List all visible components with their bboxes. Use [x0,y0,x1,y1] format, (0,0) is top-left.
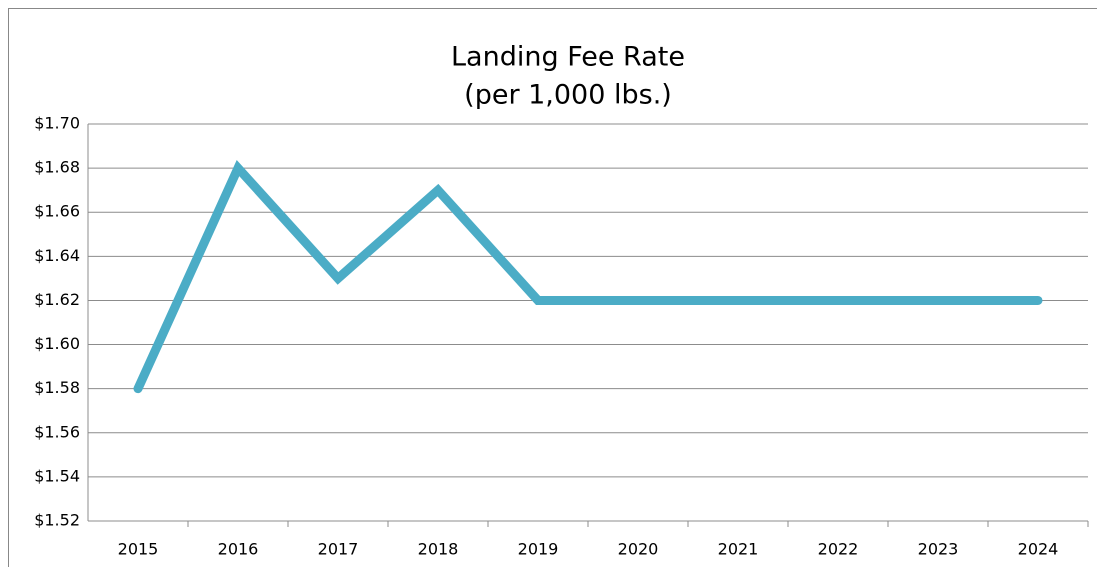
x-tick-label: 2022 [818,540,859,559]
x-tick-label: 2019 [518,540,559,559]
chart-title: Landing Fee Rate [451,42,685,73]
chart-subtitle: (per 1,000 lbs.) [464,80,672,111]
x-tick-label: 2023 [918,540,959,559]
x-tick-label: 2015 [118,540,159,559]
x-tick-label: 2016 [218,540,259,559]
y-tick-label: $1.68 [34,158,80,177]
chart-border [8,8,1097,567]
x-tick-label: 2021 [718,540,759,559]
series-line [133,160,1043,394]
y-tick-label: $1.58 [34,378,80,397]
x-tick-label: 2024 [1018,540,1059,559]
y-tick-label: $1.56 [34,422,80,441]
x-tick-label: 2018 [418,540,459,559]
y-tick-label: $1.52 [34,511,80,530]
y-tick-label: $1.54 [34,466,80,485]
y-tick-label: $1.66 [34,202,80,221]
y-tick-label: $1.64 [34,246,80,265]
y-tick-label: $1.70 [34,114,80,133]
x-tick-label: 2020 [618,540,659,559]
x-tick-label: 2017 [318,540,359,559]
y-tick-label: $1.60 [34,334,80,353]
y-tick-label: $1.62 [34,290,80,309]
